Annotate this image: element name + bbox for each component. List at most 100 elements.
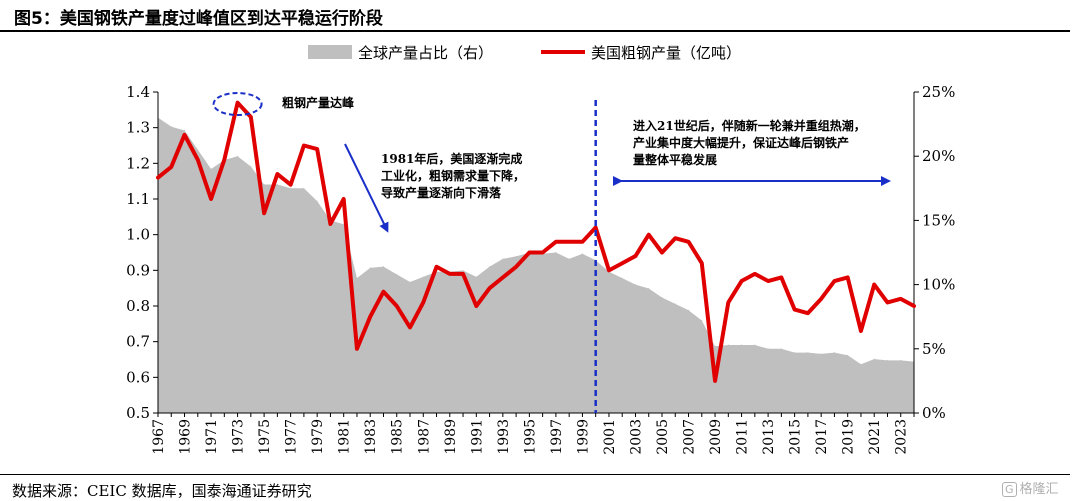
source-note: 数据来源：CEIC 数据库，国泰海通证券研究 xyxy=(12,482,312,500)
area-point-1991 xyxy=(475,276,477,278)
area-point-2020 xyxy=(860,363,862,365)
source-rule xyxy=(0,474,1070,475)
area-point-2021 xyxy=(873,358,875,360)
line-point-1997 xyxy=(554,240,557,243)
x-tick-label-1993: 1993 xyxy=(496,419,512,455)
area-point-1974 xyxy=(250,165,252,167)
chart: 全球产量占比（右） 美国粗钢产量（亿吨） 0.5 0.6 0.7 0.8 0.9 1.0 1… xyxy=(126,44,955,455)
area-point-2017 xyxy=(820,353,822,355)
left-tick-label-0.5: 0.5 xyxy=(126,404,150,422)
line-point-2009 xyxy=(714,379,717,382)
peak-annotation: 粗钢产量达峰 xyxy=(282,95,355,110)
line-point-1971 xyxy=(210,198,213,200)
right-tick-label-5%: 5% xyxy=(922,340,946,358)
area-point-1979 xyxy=(316,200,318,202)
line-point-1981 xyxy=(342,198,345,200)
line-point-1986 xyxy=(409,326,411,329)
x-tick-label-1991: 1991 xyxy=(469,419,485,455)
area-point-1975 xyxy=(263,183,265,185)
line-point-2003 xyxy=(634,255,637,258)
line-point-1994 xyxy=(515,265,518,268)
right-tick-label-15%: 15% xyxy=(922,211,955,229)
line-point-2018 xyxy=(833,280,836,283)
area-point-1994 xyxy=(515,255,517,257)
line-point-2008 xyxy=(700,262,703,265)
line-point-2015 xyxy=(793,308,796,311)
x-tick-label-2001: 2001 xyxy=(602,419,618,455)
line-point-1991 xyxy=(475,305,478,307)
line-point-1988 xyxy=(435,265,438,268)
x-tick-label-2007: 2007 xyxy=(682,419,698,455)
line-point-1989 xyxy=(448,272,451,275)
line-point-1975 xyxy=(263,212,266,215)
watermark-icon: G xyxy=(1002,482,1017,497)
decline-annotation-line-3: 导致产量逐渐向下滑落 xyxy=(381,185,502,200)
area-point-2002 xyxy=(621,277,623,279)
line-point-2014 xyxy=(780,276,783,279)
x-tick-label-1989: 1989 xyxy=(443,419,459,455)
line-point-2005 xyxy=(661,251,663,254)
line-point-2016 xyxy=(806,312,809,315)
area-point-1978 xyxy=(303,187,305,189)
area-point-1985 xyxy=(396,273,398,275)
x-tick-label-1983: 1983 xyxy=(363,419,379,455)
line-point-1995 xyxy=(528,251,531,254)
left-tick-label-0.6: 0.6 xyxy=(126,368,150,386)
area-point-2003 xyxy=(634,284,636,286)
x-tick-label-1975: 1975 xyxy=(257,419,273,455)
line-point-2004 xyxy=(647,233,650,236)
x-tick-label-1977: 1977 xyxy=(284,419,300,455)
line-point-2019 xyxy=(846,276,849,279)
area-point-2009 xyxy=(714,345,716,347)
steel-output-line xyxy=(156,100,916,383)
line-point-1993 xyxy=(501,276,504,279)
line-point-2017 xyxy=(820,297,823,300)
x-tick-label-1999: 1999 xyxy=(575,419,591,455)
x-tick-label-2013: 2013 xyxy=(761,419,777,455)
line-point-1972 xyxy=(223,158,226,161)
legend-label-line: 美国粗钢产量（亿吨） xyxy=(591,44,741,62)
area-point-2010 xyxy=(727,344,729,346)
area-point-1971 xyxy=(210,168,212,170)
line-point-1973 xyxy=(236,101,239,104)
area-point-1986 xyxy=(409,281,411,283)
left-tick-label-1.0: 1.0 xyxy=(126,226,150,244)
line-point-2006 xyxy=(674,237,677,240)
x-tick-label-1985: 1985 xyxy=(390,419,406,455)
right-tick-label-25%: 25% xyxy=(922,83,955,101)
axes: 0.5 0.6 0.7 0.8 0.9 1.0 1.1 1.2 1.3 1.4 0% 5% 10% 15%… xyxy=(126,83,955,455)
area-point-1999 xyxy=(581,253,583,255)
area-point-1968 xyxy=(170,126,172,128)
line-point-1978 xyxy=(302,144,305,147)
left-tick-label-0.7: 0.7 xyxy=(126,333,150,351)
line-point-1985 xyxy=(395,305,398,307)
peak-ellipse xyxy=(212,92,263,116)
legend-swatch-area xyxy=(308,45,352,59)
line-point-1996 xyxy=(541,251,544,254)
area-point-2016 xyxy=(807,352,809,354)
line-point-1998 xyxy=(568,240,571,243)
area-point-2015 xyxy=(794,352,796,354)
area-point-2006 xyxy=(674,303,676,305)
area-point-1990 xyxy=(462,269,464,271)
area-point-2019 xyxy=(847,354,849,356)
decline-arrow xyxy=(344,143,389,233)
area-point-2007 xyxy=(688,309,690,311)
line-point-2011 xyxy=(740,280,743,283)
x-tick-label-1987: 1987 xyxy=(416,419,432,455)
line-point-1969 xyxy=(183,133,186,136)
x-tick-label-1969: 1969 xyxy=(178,419,194,455)
area-point-1993 xyxy=(502,258,504,260)
area-point-1997 xyxy=(555,252,557,253)
area-point-2005 xyxy=(661,296,663,298)
left-tick-label-1.4: 1.4 xyxy=(126,83,150,101)
x-tick-label-2021: 2021 xyxy=(867,419,883,455)
line-point-1999 xyxy=(581,240,584,243)
line-point-1977 xyxy=(289,183,292,186)
watermark-text: 格隆汇 xyxy=(1019,482,1059,497)
watermark: G 格隆汇 xyxy=(1002,478,1059,497)
right-tick-label-10%: 10% xyxy=(922,276,955,294)
legend: 全球产量占比（右） 美国粗钢产量（亿吨） xyxy=(308,44,741,62)
x-tick-label-1973: 1973 xyxy=(231,419,247,455)
line-point-1967 xyxy=(157,176,159,179)
